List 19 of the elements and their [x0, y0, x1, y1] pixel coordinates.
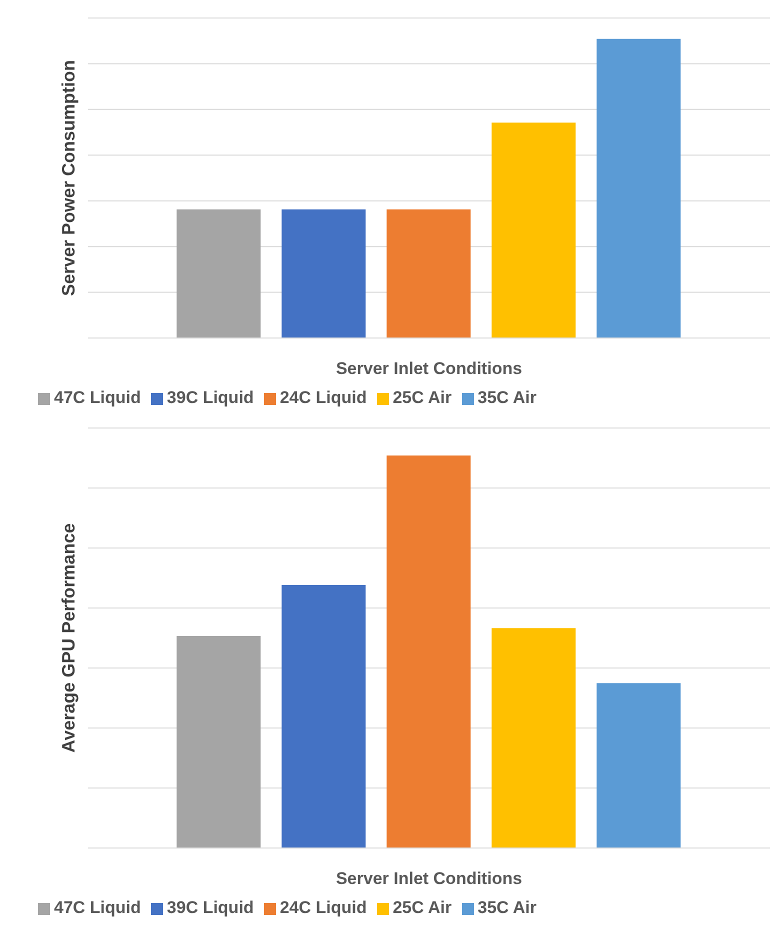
bar: [282, 585, 366, 848]
legend-label: 35C Air: [478, 388, 537, 407]
bar: [596, 683, 681, 848]
bar: [386, 455, 471, 848]
bar: [176, 636, 261, 848]
legend-label: 25C Air: [392, 898, 452, 917]
legend-label: 24C Liquid: [280, 388, 367, 407]
legend-label: 35C Air: [478, 898, 537, 917]
x-axis-title: Server Inlet Conditions: [336, 359, 522, 378]
y-axis-title: Average GPU Performance: [58, 523, 78, 753]
legend-label: 39C Liquid: [166, 388, 254, 407]
legend-label: 47C Liquid: [54, 898, 141, 917]
y-axis-title: Server Power Consumption: [58, 60, 78, 296]
x-axis-title: Server Inlet Conditions: [336, 869, 522, 888]
legend-label: 39C Liquid: [166, 898, 254, 917]
legend-label: 25C Air: [392, 388, 452, 407]
bar: [492, 628, 576, 848]
legend-label: 47C Liquid: [54, 388, 141, 407]
legend-label: 24C Liquid: [280, 898, 367, 917]
